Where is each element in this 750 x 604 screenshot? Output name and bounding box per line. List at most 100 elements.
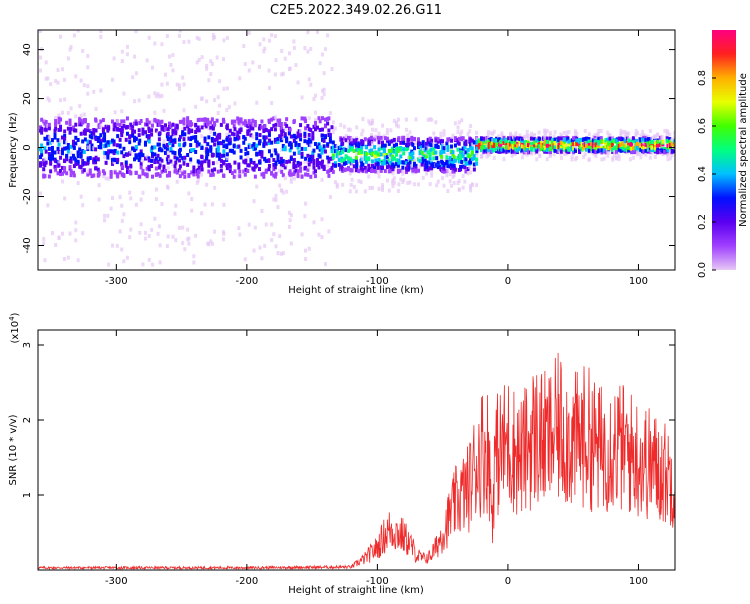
spectrogram-cell bbox=[381, 144, 385, 149]
spectrogram-cell bbox=[106, 152, 110, 157]
spectrogram-cell bbox=[175, 82, 179, 87]
spectrogram-cell bbox=[665, 132, 669, 137]
spectrogram-cell bbox=[238, 232, 242, 237]
spectrogram-cell bbox=[309, 159, 313, 164]
spectrogram-cell bbox=[233, 169, 237, 174]
spectrogram-cell bbox=[171, 53, 175, 58]
spectrogram-cell bbox=[492, 129, 496, 134]
spectrogram-cell bbox=[267, 138, 271, 143]
spectrogram-cell bbox=[333, 149, 337, 154]
spectrogram-cell bbox=[475, 137, 479, 142]
spectrogram-cell bbox=[397, 182, 401, 187]
spectrogram-cell bbox=[331, 162, 335, 167]
spectrogram-cell bbox=[96, 138, 100, 143]
spectrogram-cell bbox=[395, 152, 399, 157]
spectrogram-cell bbox=[165, 147, 169, 152]
spectrogram-cell bbox=[106, 128, 110, 133]
spectrogram-cell bbox=[318, 161, 322, 166]
spectrogram-cell bbox=[472, 140, 476, 145]
spectrogram-cell bbox=[162, 108, 166, 113]
spectrogram-cell bbox=[668, 151, 672, 156]
spectrogram-cell bbox=[267, 38, 271, 43]
spectrogram-cell bbox=[342, 146, 346, 151]
spectrogram-cell bbox=[76, 159, 80, 164]
spectrogram-cell bbox=[370, 159, 374, 164]
spectrogram-cell bbox=[40, 126, 44, 131]
spectrogram-cell bbox=[190, 170, 194, 175]
spectrogram-cell bbox=[300, 95, 304, 100]
spectrogram-cell bbox=[134, 71, 138, 76]
spectrogram-cell bbox=[322, 166, 326, 171]
spectrogram-cell bbox=[322, 71, 326, 76]
spectrogram-cell bbox=[535, 143, 539, 148]
spectrogram-cell bbox=[246, 131, 250, 136]
spectrogram-cell bbox=[436, 179, 440, 184]
spectrogram-cell bbox=[63, 97, 67, 102]
spectrogram-cell bbox=[63, 136, 67, 141]
spectrogram-cell bbox=[500, 139, 504, 144]
spectrogram-cell bbox=[606, 153, 610, 158]
spectrogram-cell bbox=[66, 111, 70, 116]
spectrogram-cell bbox=[619, 148, 623, 153]
spectrogram-cell bbox=[107, 126, 111, 131]
colorbar-tick-label: 0.8 bbox=[697, 70, 708, 86]
spectrogram-cell bbox=[86, 54, 90, 59]
spectrogram-cell bbox=[423, 157, 427, 162]
spectrogram-cell bbox=[169, 62, 173, 67]
spectrogram-cell bbox=[385, 160, 389, 165]
spectrogram-cell bbox=[370, 120, 374, 125]
spectrogram-cell bbox=[475, 130, 479, 135]
spectrogram-cell bbox=[469, 170, 473, 175]
spectrogram-cell bbox=[264, 222, 268, 227]
spectrogram-cell bbox=[515, 143, 519, 148]
spectrogram-cell bbox=[182, 39, 186, 44]
spectrogram-cell bbox=[143, 236, 147, 241]
spectrogram-cell bbox=[168, 54, 172, 59]
spectrogram-cell bbox=[563, 139, 567, 144]
spectrogram-cell bbox=[169, 135, 173, 140]
spectrogram-cell bbox=[96, 157, 100, 162]
spectrogram-cell bbox=[346, 139, 350, 144]
spectrogram-cell bbox=[627, 148, 631, 153]
spectrogram-cell bbox=[387, 188, 391, 193]
spectrogram-cell bbox=[507, 145, 511, 150]
spectrogram-cell bbox=[495, 142, 499, 147]
spectrogram-cell bbox=[520, 148, 524, 153]
spectrogram-cell bbox=[160, 148, 164, 153]
spectrogram-cell bbox=[311, 150, 315, 155]
spectrogram-x-label: Height of straight line (km) bbox=[288, 285, 424, 296]
spectrogram-cell bbox=[309, 143, 313, 148]
spectrogram-cell bbox=[59, 155, 63, 160]
spectrogram-cell bbox=[255, 184, 259, 189]
spectrogram-cell bbox=[424, 161, 428, 166]
spectrogram-cell bbox=[215, 137, 219, 142]
spectrogram-cell bbox=[206, 152, 210, 157]
spectrogram-cell bbox=[267, 85, 271, 90]
y-tick-label: 1 bbox=[22, 492, 33, 498]
spectrogram-cell bbox=[225, 152, 229, 157]
spectrogram-cell bbox=[339, 122, 343, 127]
spectrogram-cell bbox=[54, 159, 58, 164]
spectrogram-cell bbox=[103, 135, 107, 140]
spectrogram-cell bbox=[186, 227, 190, 232]
spectrogram-cell bbox=[535, 157, 539, 162]
spectrogram-cell bbox=[566, 137, 570, 142]
spectrogram-cell bbox=[276, 136, 280, 141]
spectrogram-cell bbox=[203, 159, 207, 164]
spectrogram-cell bbox=[86, 91, 90, 96]
spectrogram-cell bbox=[451, 150, 455, 155]
spectrogram-cell bbox=[459, 157, 463, 162]
spectrogram-cell bbox=[389, 128, 393, 133]
spectrogram-cell bbox=[435, 183, 439, 188]
spectrogram-cell bbox=[60, 151, 64, 156]
spectrogram-cell bbox=[456, 125, 460, 130]
spectrogram-cell bbox=[453, 143, 457, 148]
spectrogram-cell bbox=[251, 118, 255, 123]
spectrogram-cell bbox=[430, 117, 434, 122]
spectrogram-cell bbox=[81, 231, 85, 236]
spectrogram-cell bbox=[492, 140, 496, 145]
spectrogram-cell bbox=[354, 142, 358, 147]
spectrogram-cell bbox=[604, 150, 608, 155]
spectrogram-cell bbox=[287, 224, 291, 229]
spectrogram-cell bbox=[326, 33, 330, 38]
